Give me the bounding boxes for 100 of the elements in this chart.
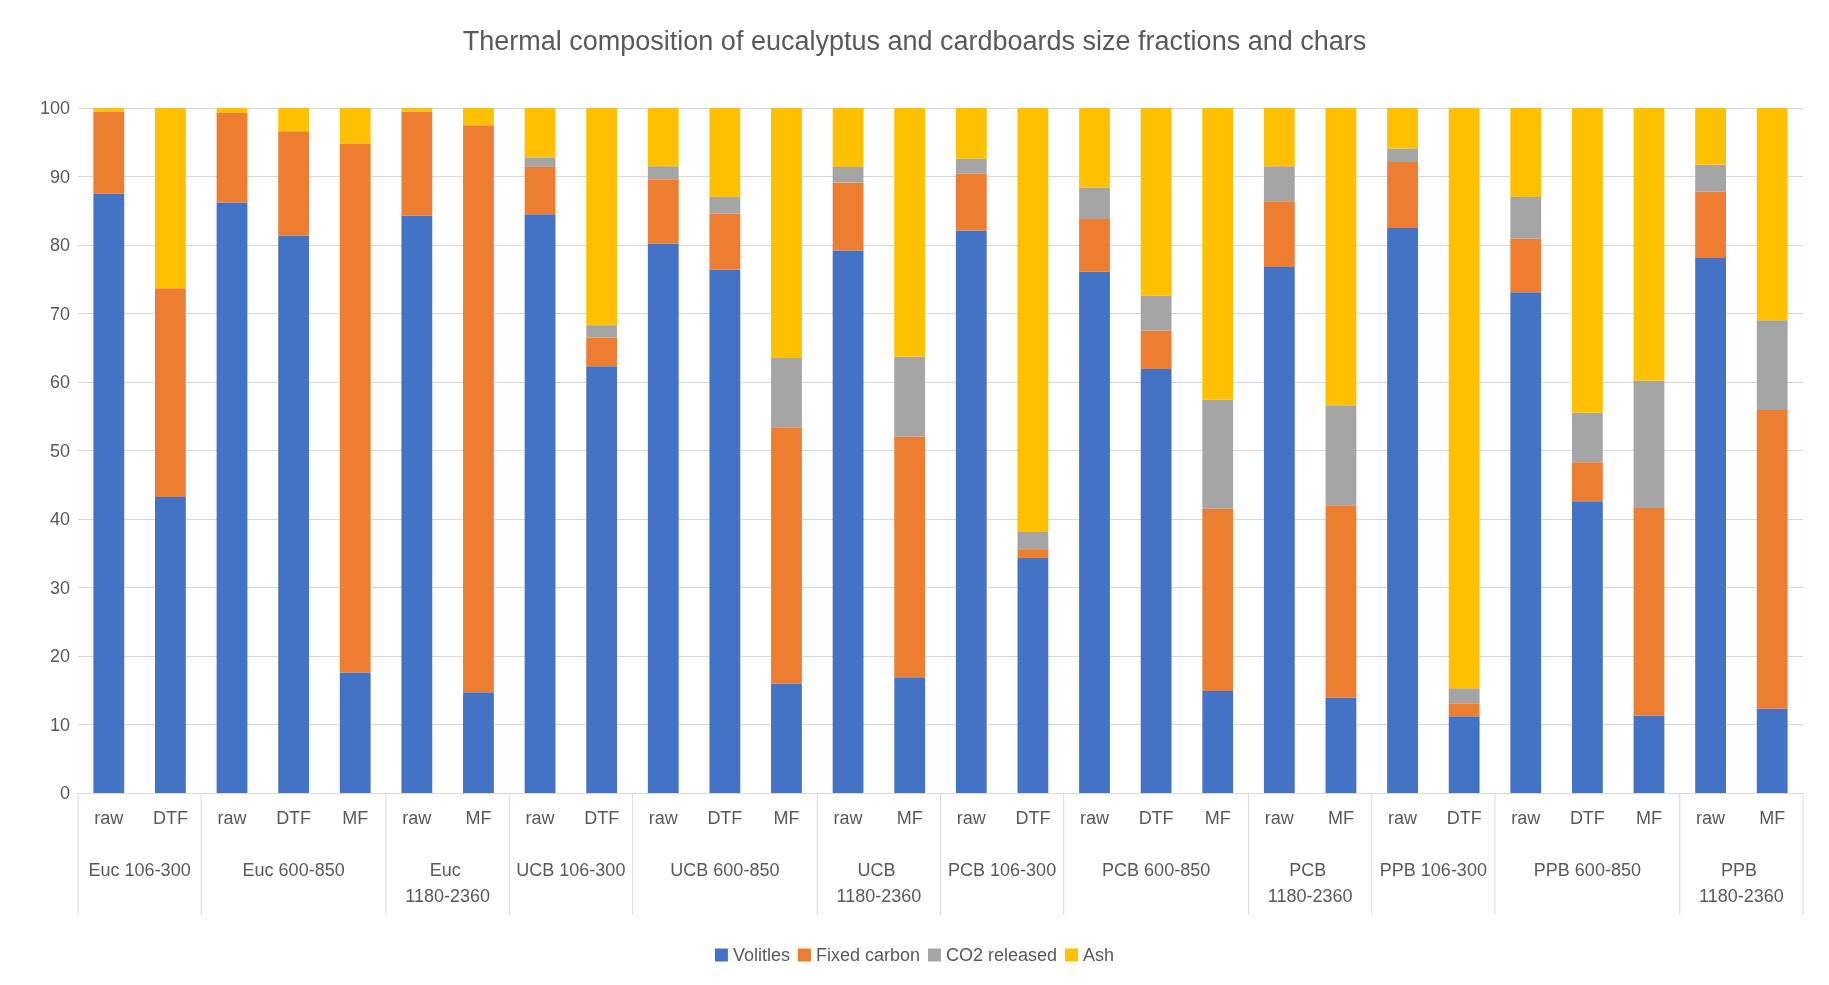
bar xyxy=(894,356,926,437)
bar xyxy=(463,125,494,693)
text: Euc 1180-2360 xyxy=(405,860,491,906)
x-tick-label: raw xyxy=(402,808,433,828)
y-tick-label: 100 xyxy=(39,98,70,118)
bar xyxy=(1079,108,1110,188)
bar xyxy=(771,427,802,684)
x-tick-label: DTF xyxy=(1446,808,1482,828)
bar xyxy=(1263,201,1295,267)
bar xyxy=(1387,148,1418,163)
bar xyxy=(1633,508,1665,716)
bar xyxy=(1633,715,1665,793)
legend-label: Ash xyxy=(1083,945,1115,965)
bar xyxy=(1263,108,1295,167)
text: Euc 106-300 xyxy=(88,860,191,880)
bar xyxy=(1695,258,1726,793)
y-tick-label: 20 xyxy=(49,646,70,666)
bar xyxy=(1017,108,1049,533)
x-tick-label: DTF xyxy=(1015,808,1051,828)
bar xyxy=(278,235,310,793)
bar xyxy=(955,173,987,231)
x-tick-label: MF xyxy=(773,808,800,828)
bar xyxy=(1756,708,1788,793)
bar xyxy=(832,108,864,167)
bar xyxy=(1079,187,1110,219)
bar xyxy=(1140,368,1172,793)
x-tick-label: raw xyxy=(1264,808,1295,828)
bar xyxy=(1387,162,1418,228)
y-tick-label: 80 xyxy=(49,235,70,255)
bar xyxy=(1448,703,1480,717)
bar xyxy=(586,108,618,326)
bar xyxy=(278,131,310,236)
bar xyxy=(1017,558,1049,793)
x-tick-label: raw xyxy=(1080,808,1111,828)
bar xyxy=(1017,549,1049,559)
bar xyxy=(894,436,926,678)
bar xyxy=(524,214,556,793)
bar xyxy=(401,215,433,793)
bar xyxy=(1140,108,1172,296)
bar xyxy=(955,108,987,159)
bar xyxy=(1695,191,1726,259)
bar xyxy=(647,108,679,167)
text: PCB 600-850 xyxy=(1102,860,1211,880)
legend-label: Volitles xyxy=(732,945,790,965)
y-tick-label: 60 xyxy=(49,372,70,392)
bar xyxy=(1448,688,1480,704)
text: PCB 106-300 xyxy=(948,860,1057,880)
text: PPB 106-300 xyxy=(1379,860,1487,880)
bar xyxy=(709,108,741,198)
legend-label: CO2 released xyxy=(946,945,1058,965)
bar xyxy=(216,202,248,793)
x-tick-label: raw xyxy=(525,808,556,828)
bar xyxy=(586,366,618,793)
bar xyxy=(1263,166,1295,202)
bar xyxy=(1448,716,1480,793)
bar xyxy=(463,108,494,126)
bar xyxy=(216,112,248,203)
x-tick-label: MF xyxy=(1327,808,1354,828)
text: PPB 600-850 xyxy=(1533,860,1641,880)
y-tick-label: 30 xyxy=(49,577,70,598)
x-tick-label: MF xyxy=(896,808,923,828)
x-tick-label: MF xyxy=(1635,808,1662,828)
bar xyxy=(1633,108,1665,381)
bar xyxy=(1140,330,1172,369)
bar xyxy=(1263,266,1295,793)
y-tick-label: 0 xyxy=(59,783,70,803)
x-tick-label: DTF xyxy=(1569,808,1605,828)
x-tick-label: raw xyxy=(956,808,987,828)
bar xyxy=(93,111,125,194)
x-tick-label: raw xyxy=(1388,808,1419,828)
bar xyxy=(1756,320,1788,411)
bar xyxy=(1695,108,1726,165)
bar xyxy=(1387,108,1418,149)
x-tick-label: raw xyxy=(648,808,679,828)
bar xyxy=(1202,399,1234,509)
x-tick-label: MF xyxy=(1204,808,1231,828)
bar xyxy=(586,325,618,338)
y-tick-label: 90 xyxy=(49,166,70,187)
bar xyxy=(1079,218,1110,272)
y-tick-label: 40 xyxy=(49,509,70,529)
bar xyxy=(93,193,125,793)
x-tick-label: DTF xyxy=(707,808,743,828)
bar xyxy=(339,143,371,673)
bar xyxy=(524,108,556,158)
bar xyxy=(1325,505,1357,698)
x-tick-label: raw xyxy=(1511,808,1542,828)
x-tick-label: DTF xyxy=(584,808,620,828)
x-tick-label: raw xyxy=(833,808,864,828)
bar xyxy=(524,166,556,215)
y-tick-label: 50 xyxy=(49,440,70,461)
bar xyxy=(955,230,987,793)
text: UCB 600-850 xyxy=(670,860,780,880)
x-tick-label: MF xyxy=(465,808,492,828)
bar xyxy=(278,108,310,132)
text: PCB 1180-2360 xyxy=(1267,860,1353,906)
text: UCB 106-300 xyxy=(516,860,626,880)
bar xyxy=(1756,410,1788,709)
bar xyxy=(1510,292,1542,793)
x-tick-label: MF xyxy=(342,808,369,828)
bar xyxy=(832,182,864,251)
